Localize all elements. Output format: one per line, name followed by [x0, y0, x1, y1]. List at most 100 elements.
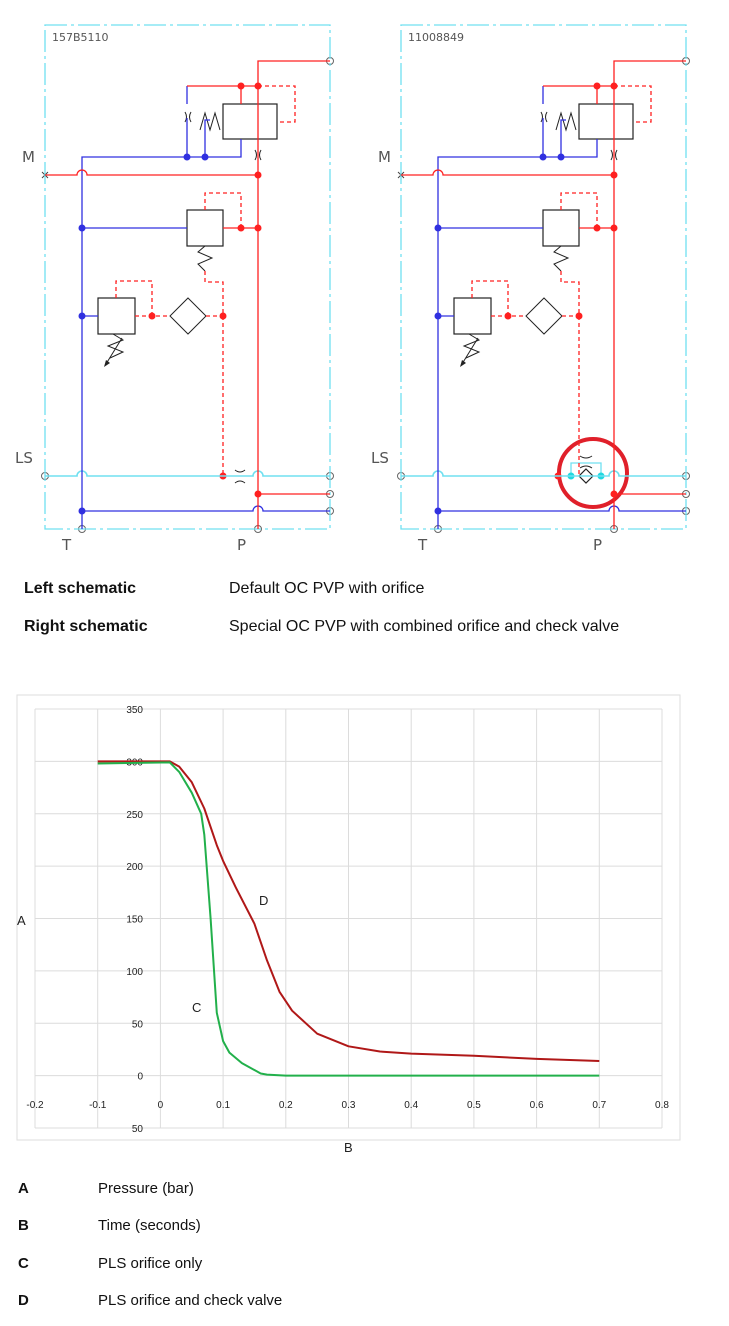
orifice-icon [184, 111, 192, 123]
tank-out-line [438, 505, 686, 512]
bypass-line [570, 462, 602, 476]
pressure-line-p [613, 60, 686, 529]
series-line-c [97, 761, 600, 1077]
m-line [401, 169, 614, 176]
x-tick-label: 0.4 [404, 1100, 418, 1111]
adjust-arrow [105, 337, 123, 365]
port-p-label: P [593, 536, 602, 554]
port-m-label: M [378, 148, 391, 166]
relief-valve [186, 209, 224, 247]
orifice-icon [540, 111, 548, 123]
ls-relief-valve [453, 297, 492, 335]
y-axis-label: A [17, 913, 26, 928]
x-tick-label: 0.2 [279, 1100, 293, 1111]
y-tick-label: 100 [126, 967, 143, 978]
chart-frame [16, 694, 681, 1141]
compensator-valve [578, 103, 634, 140]
x-tick-label: 0.8 [655, 1100, 669, 1111]
series-label-d: D [259, 893, 268, 908]
series-line-d [97, 760, 600, 1062]
port-ls-label: LS [371, 449, 389, 467]
caption-value-right: Special OC PVP with combined orifice and… [229, 618, 620, 635]
pilot-dashed [471, 280, 509, 316]
series-label-c: C [192, 1000, 201, 1015]
orifice-icon [610, 149, 618, 161]
tank-branch [82, 227, 187, 317]
pilot-dashed [560, 192, 598, 228]
y-tick-label: 50 [132, 1019, 144, 1030]
legend-key-a: A [18, 1180, 29, 1197]
filter-icon [525, 297, 563, 335]
legend-value-c: PLS orifice only [98, 1255, 203, 1272]
m-line [45, 169, 258, 176]
spring-icon [553, 245, 570, 272]
x-tick-label: 0.6 [530, 1100, 544, 1111]
legend-key-b: B [18, 1217, 29, 1234]
legend-value-a: Pressure (bar) [98, 1180, 194, 1197]
adjustable-spring-icon [462, 333, 481, 359]
ls-line [401, 470, 686, 477]
port-m-label: M [22, 148, 35, 166]
spring-icon [199, 111, 221, 132]
caption-value-left: Default OC PVP with orifice [229, 580, 425, 597]
right-schematic: 11008849 M LS T P [371, 24, 690, 554]
caption-key-left: Left schematic [24, 580, 137, 597]
adjustable-spring-icon [106, 333, 125, 359]
x-tick-label: 0.7 [592, 1100, 606, 1111]
y-tick-label: 0 [137, 1072, 143, 1083]
pilot-dashed [204, 271, 224, 476]
pressure-line-p [257, 60, 330, 529]
pilot-line [187, 85, 258, 104]
caption-key-right: Right schematic [24, 618, 148, 635]
pilot-line [543, 85, 614, 104]
arrow-icon [460, 360, 466, 367]
pilot-dashed [204, 192, 242, 228]
x-tick-label: 0.3 [342, 1100, 356, 1111]
left-schematic: 157B5110 M LS T P [15, 24, 334, 554]
y-tick-label: 50 [132, 1124, 144, 1135]
spring-icon [197, 245, 214, 272]
ls-orifice-icon [579, 455, 593, 469]
x-axis-label: B [344, 1140, 353, 1155]
port-ls-label: LS [15, 449, 33, 467]
tank-line [81, 139, 242, 529]
y-tick-label: 250 [126, 810, 143, 821]
orifice-icon [254, 149, 262, 161]
port-t-label: T [417, 536, 428, 554]
relief-valve [542, 209, 580, 247]
y-tick-label: 350 [126, 705, 143, 716]
tank-branch [438, 227, 543, 317]
port-p-label: P [237, 536, 246, 554]
ls-orifice-icon [234, 469, 246, 484]
y-tick-label: 200 [126, 862, 143, 873]
y-tick-label: 150 [126, 915, 143, 926]
x-tick-label: -0.2 [26, 1100, 44, 1111]
legend-key-d: D [18, 1292, 29, 1309]
ls-relief-valve [97, 297, 136, 335]
schematic-id: 157B5110 [52, 31, 109, 44]
arrow-icon [104, 360, 110, 367]
hydraulic-schematics: 157B5110 M LS T P 11008849 M LS T P [15, 24, 690, 554]
x-tick-label: 0.1 [216, 1100, 230, 1111]
tank-out-line [82, 505, 330, 512]
port-t-label: T [61, 536, 72, 554]
legend-value-d: PLS orifice and check valve [98, 1292, 283, 1309]
ls-line [45, 470, 330, 477]
compensator-valve [222, 103, 278, 140]
y-tick-label: 300 [126, 757, 143, 768]
pilot-dashed [560, 271, 580, 476]
x-tick-label: 0 [158, 1100, 164, 1111]
pilot-dashed [115, 280, 153, 316]
legend-value-b: Time (seconds) [98, 1217, 201, 1234]
filter-icon [169, 297, 207, 335]
spring-icon [555, 111, 577, 132]
x-tick-label: 0.5 [467, 1100, 481, 1111]
tank-line [437, 139, 598, 529]
schematic-id: 11008849 [408, 31, 464, 44]
legend-key-c: C [18, 1255, 29, 1272]
tank-branch [560, 119, 566, 157]
module-boundary [44, 24, 331, 530]
tank-branch [204, 119, 210, 157]
module-boundary [400, 24, 687, 530]
x-tick-label: -0.1 [89, 1100, 107, 1111]
